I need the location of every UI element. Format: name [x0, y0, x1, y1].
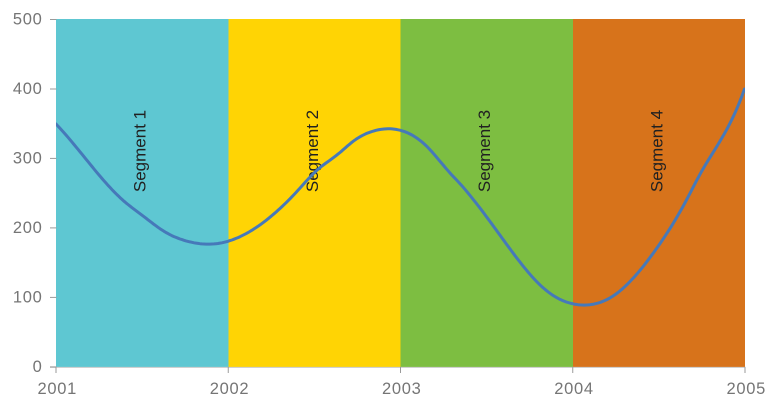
svg-text:Segment 4: Segment 4	[648, 110, 667, 192]
svg-text:200: 200	[13, 219, 43, 237]
svg-text:100: 100	[13, 289, 43, 307]
svg-text:0: 0	[33, 358, 43, 376]
svg-text:2003: 2003	[382, 380, 422, 398]
svg-text:2001: 2001	[37, 380, 77, 398]
svg-text:Segment 1: Segment 1	[131, 110, 150, 192]
svg-text:2004: 2004	[554, 380, 594, 398]
svg-text:500: 500	[13, 11, 43, 29]
svg-text:Segment 3: Segment 3	[475, 110, 494, 192]
svg-text:2002: 2002	[210, 380, 250, 398]
svg-text:400: 400	[13, 80, 43, 98]
svg-text:300: 300	[13, 150, 43, 168]
svg-text:2005: 2005	[726, 380, 766, 398]
